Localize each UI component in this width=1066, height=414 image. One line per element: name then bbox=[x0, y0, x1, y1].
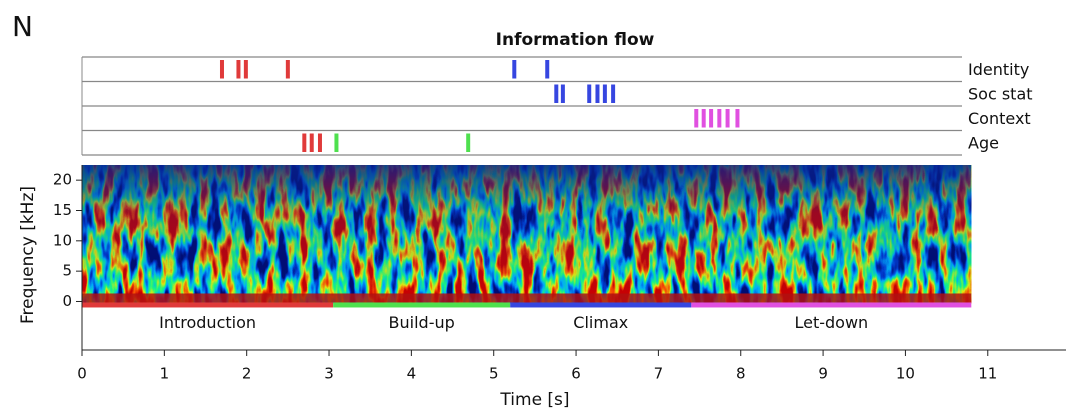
chart-title: Information flow bbox=[496, 30, 655, 50]
row-label: Context bbox=[968, 109, 1031, 128]
phase-label: Climax bbox=[573, 313, 628, 332]
event-tick bbox=[709, 109, 714, 128]
event-tick bbox=[595, 84, 600, 103]
event-tick bbox=[717, 109, 722, 128]
event-tick bbox=[334, 133, 339, 152]
event-tick bbox=[735, 109, 740, 128]
event-tick bbox=[694, 109, 699, 128]
event-tick bbox=[285, 60, 290, 79]
event-tick bbox=[466, 133, 471, 152]
event-tick bbox=[219, 60, 224, 79]
spectrogram-fade bbox=[82, 165, 972, 302]
x-axis-label: Time [s] bbox=[499, 390, 569, 410]
y-axis-label: Frequency [kHz] bbox=[18, 186, 38, 324]
event-tick bbox=[512, 60, 517, 79]
panel-label: N bbox=[12, 10, 33, 43]
event-tick bbox=[243, 60, 248, 79]
x-tick-label: 10 bbox=[896, 365, 915, 383]
x-tick-label: 6 bbox=[571, 365, 581, 383]
y-tick-label: 15 bbox=[53, 201, 72, 219]
y-tick-label: 20 bbox=[53, 171, 72, 189]
phase-label: Introduction bbox=[159, 313, 256, 332]
x-tick-label: 1 bbox=[160, 365, 170, 383]
event-tick bbox=[236, 60, 241, 79]
phase-bar bbox=[691, 302, 972, 308]
event-tick bbox=[309, 133, 314, 152]
x-tick-label: 7 bbox=[654, 365, 664, 383]
phase-bar bbox=[82, 302, 334, 308]
row-label: Identity bbox=[968, 60, 1029, 79]
phase-label: Let-down bbox=[794, 313, 868, 332]
event-tick bbox=[560, 84, 565, 103]
row-label: Age bbox=[968, 133, 999, 152]
x-tick-label: 8 bbox=[736, 365, 746, 383]
row-label: Soc stat bbox=[968, 84, 1033, 103]
x-tick-label: 0 bbox=[77, 365, 87, 383]
x-tick-label: 11 bbox=[978, 365, 997, 383]
event-tick bbox=[317, 133, 322, 152]
event-tick bbox=[611, 84, 616, 103]
spectrogram bbox=[82, 165, 972, 304]
y-tick-label: 0 bbox=[62, 292, 72, 310]
event-tick bbox=[554, 84, 559, 103]
x-tick-label: 4 bbox=[407, 365, 417, 383]
event-tick bbox=[302, 133, 307, 152]
event-tick bbox=[701, 109, 706, 128]
x-tick-label: 3 bbox=[324, 365, 334, 383]
event-tick bbox=[587, 84, 592, 103]
low-frequency-band bbox=[82, 293, 972, 303]
y-tick-label: 10 bbox=[53, 231, 72, 249]
event-tick bbox=[602, 84, 607, 103]
phase-bar bbox=[333, 302, 511, 308]
x-tick-label: 5 bbox=[489, 365, 499, 383]
phase-label: Build-up bbox=[389, 313, 455, 332]
event-tick bbox=[545, 60, 550, 79]
x-tick-label: 2 bbox=[242, 365, 252, 383]
x-tick-label: 9 bbox=[818, 365, 828, 383]
y-tick-label: 5 bbox=[62, 262, 72, 280]
phase-bar bbox=[510, 302, 692, 308]
event-tick bbox=[725, 109, 730, 128]
